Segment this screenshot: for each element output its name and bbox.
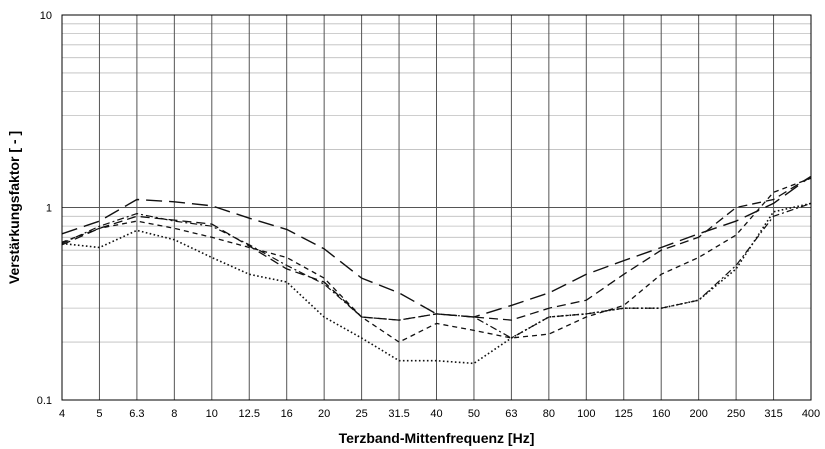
x-tick-label: 40 (430, 408, 442, 420)
x-tick-label: 160 (652, 408, 670, 420)
x-tick-label: 20 (318, 408, 330, 420)
series-line-3 (61, 177, 812, 343)
x-tick-label: 63 (505, 408, 517, 420)
major-gridlines (62, 14, 811, 401)
x-tick-label: 8 (171, 408, 177, 420)
x-tick-label: 5 (96, 408, 102, 420)
x-tick-label: 31.5 (388, 408, 409, 420)
y-tick-labels: 0.1 1 10 (37, 10, 52, 407)
x-tick-label: 80 (543, 408, 555, 420)
x-tick-label: 10 (206, 408, 218, 420)
x-tick-label: 100 (577, 408, 595, 420)
x-tick-label: 16 (281, 408, 293, 420)
x-tick-label: 400 (802, 408, 820, 420)
y-axis-title: Verstärkungsfaktor [ - ] (6, 131, 22, 284)
x-tick-label: 200 (689, 408, 707, 420)
x-tick-label: 125 (615, 408, 633, 420)
x-tick-label: 315 (764, 408, 782, 420)
x-tick-label: 50 (468, 408, 480, 420)
x-tick-label: 25 (355, 408, 367, 420)
plot-frame (61, 14, 812, 401)
x-tick-label: 6.3 (129, 408, 144, 420)
series-lines (61, 175, 812, 365)
y-tick-label: 0.1 (37, 395, 52, 407)
x-tick-label: 250 (727, 408, 745, 420)
y-tick-label: 10 (40, 10, 52, 22)
x-tick-label: 12.5 (239, 408, 260, 420)
x-tick-labels: 4 5 6.3 8 10 12.5 16 20 25 31.5 40 50 63 80 100 125 160 2… (59, 408, 820, 420)
x-axis-title: Terzband-Mittenfrequenz [Hz] (339, 430, 535, 446)
y-tick-label: 1 (46, 203, 52, 215)
series-line-5 (61, 202, 812, 365)
series-line-4 (61, 202, 812, 339)
x-tick-label: 4 (59, 408, 65, 420)
series-line-1 (61, 175, 812, 318)
